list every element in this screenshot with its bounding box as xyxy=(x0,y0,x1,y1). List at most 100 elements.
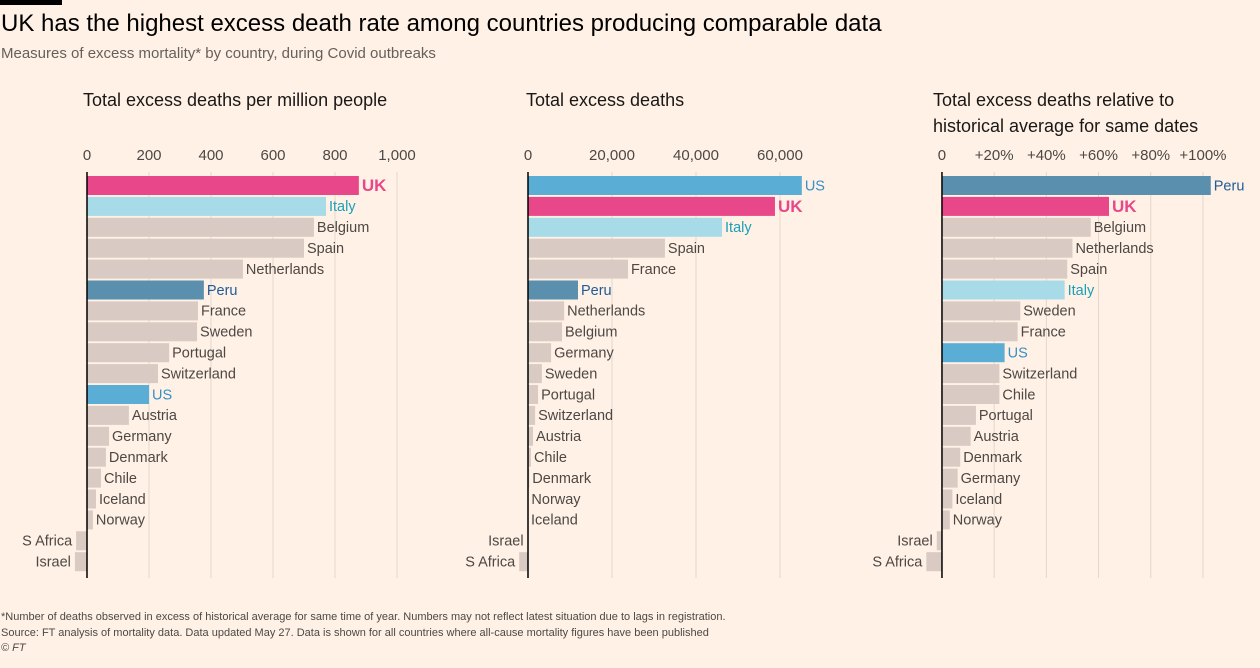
bar xyxy=(87,426,110,446)
bar xyxy=(528,343,552,363)
bar xyxy=(87,217,314,237)
bar xyxy=(528,364,542,384)
bar xyxy=(528,426,534,446)
bar xyxy=(519,552,528,572)
bar-label: Italy xyxy=(725,220,752,236)
bar xyxy=(87,259,243,279)
bar-label: Peru xyxy=(207,283,238,299)
bar-label: Norway xyxy=(96,513,146,529)
footnote: *Number of deaths observed in excess of … xyxy=(1,611,726,623)
bar xyxy=(528,238,665,258)
bar-label: Switzerland xyxy=(538,408,613,424)
panel-title: Total excess deaths xyxy=(526,90,685,110)
bar xyxy=(528,405,536,425)
bar-label: Portugal xyxy=(979,408,1033,424)
bar xyxy=(528,280,578,300)
bar-label: Denmark xyxy=(963,450,1023,466)
bar xyxy=(941,405,976,425)
bar-label: Israel xyxy=(35,555,70,571)
bar-label: Portugal xyxy=(541,387,595,403)
bar-label: Netherlands xyxy=(567,304,645,320)
bar-label: Austria xyxy=(132,408,178,424)
bar xyxy=(87,385,149,404)
bar-label: France xyxy=(1021,325,1066,341)
x-tick-label: +100% xyxy=(1179,147,1226,164)
brand-bar xyxy=(0,0,62,5)
x-tick-label: 800 xyxy=(322,147,347,164)
bar-label: Iceland xyxy=(531,513,578,529)
source: Source: FT analysis of mortality data. D… xyxy=(1,627,709,639)
bar-label: Italy xyxy=(1068,283,1095,299)
bar xyxy=(87,196,327,216)
copyright: © FT xyxy=(1,642,26,654)
bar xyxy=(941,510,950,530)
bar xyxy=(87,447,106,467)
bar xyxy=(528,259,628,279)
x-tick-label: +60% xyxy=(1079,147,1118,164)
bar-label: Iceland xyxy=(99,492,146,508)
bar-label: Italy xyxy=(329,199,356,215)
bar-label: US xyxy=(152,387,172,403)
bar-label: Chile xyxy=(534,450,567,466)
bar xyxy=(941,217,1091,237)
bar-label: Denmark xyxy=(532,471,592,487)
subtitle: Measures of excess mortality* by country… xyxy=(1,45,436,62)
x-tick-label: 600 xyxy=(260,147,285,164)
bar xyxy=(936,531,942,551)
bar-label: Germany xyxy=(554,346,614,362)
bar-label: US xyxy=(805,178,825,194)
bar-label: Spain xyxy=(668,241,705,257)
bar xyxy=(941,468,958,488)
bar xyxy=(87,301,198,321)
x-tick-label: +20% xyxy=(975,147,1014,164)
bar xyxy=(528,196,775,216)
bar xyxy=(528,385,539,404)
bar xyxy=(941,447,961,467)
bar-label: France xyxy=(201,304,246,320)
bar xyxy=(87,176,359,195)
bar-label: Austria xyxy=(974,429,1020,445)
bar xyxy=(941,176,1211,195)
bar-label: Chile xyxy=(1002,387,1035,403)
bar-label: Denmark xyxy=(109,450,169,466)
bar xyxy=(87,322,198,342)
bar xyxy=(941,364,1000,384)
bar xyxy=(941,301,1021,321)
bar-label: UK xyxy=(1112,197,1137,216)
bar-label: Portugal xyxy=(172,346,226,362)
bar xyxy=(528,176,802,195)
bar-label: Chile xyxy=(104,471,137,487)
bar-label: S Africa xyxy=(465,555,516,571)
bar xyxy=(941,343,1005,363)
bar-label: Sweden xyxy=(1023,304,1075,320)
bar xyxy=(941,196,1109,216)
bar xyxy=(74,552,87,572)
bar-label: France xyxy=(631,262,676,278)
bar xyxy=(528,217,723,237)
panel-title: Total excess deaths per million people xyxy=(83,90,388,110)
bar xyxy=(528,301,565,321)
x-tick-label: 40,000 xyxy=(673,147,719,164)
bar-label: UK xyxy=(778,197,803,216)
bar xyxy=(941,426,971,446)
bar xyxy=(528,322,563,342)
bar xyxy=(941,238,1073,258)
bar-label: Belgium xyxy=(1094,220,1146,236)
x-tick-label: +40% xyxy=(1027,147,1066,164)
bar-label: Sweden xyxy=(200,325,252,341)
bar-label: Switzerland xyxy=(1002,366,1077,382)
bar xyxy=(87,468,101,488)
bar xyxy=(528,447,531,467)
x-tick-label: 200 xyxy=(136,147,161,164)
bar-label: Spain xyxy=(307,241,344,257)
bar-label: Peru xyxy=(1214,178,1245,194)
bar-label: US xyxy=(1008,346,1028,362)
x-tick-label: 0 xyxy=(83,147,91,164)
bar-label: Belgium xyxy=(565,325,617,341)
bar-label: Norway xyxy=(953,513,1003,529)
bar xyxy=(87,343,170,363)
bar-label: S Africa xyxy=(22,534,73,550)
x-tick-label: +80% xyxy=(1131,147,1170,164)
x-tick-label: 0 xyxy=(938,147,946,164)
